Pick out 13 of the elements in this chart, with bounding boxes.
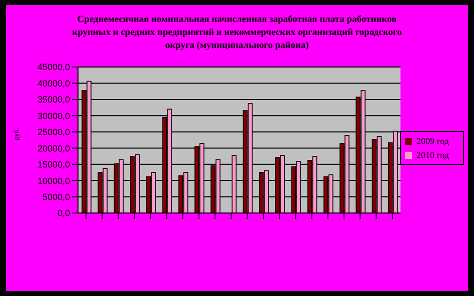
y-tick-label: 5000,0 (42, 192, 70, 202)
legend-label: 2009 год (416, 136, 449, 146)
y-tick-label: 15000,0 (37, 160, 70, 170)
y-tick-label: 10000,0 (37, 176, 70, 186)
y-tick-label: 30000,0 (37, 110, 70, 121)
y-tick-label: 40000,0 (37, 78, 70, 88)
y-tick-label: 45000,0 (37, 62, 70, 72)
y-tick-label: 20000,0 (37, 143, 70, 154)
y-tick-label: 25000,0 (37, 127, 70, 138)
chart-title: Среднемесячная номинальная начисленная заработная плата работников крупных и средних предприятий и некоммерческих организаций городского округа (муниципального района) (71, 14, 403, 53)
y-tick-label: 0,0 (57, 208, 70, 218)
legend-label: 2010 год (416, 150, 449, 160)
y-tick-label: 35000,0 (37, 94, 70, 105)
